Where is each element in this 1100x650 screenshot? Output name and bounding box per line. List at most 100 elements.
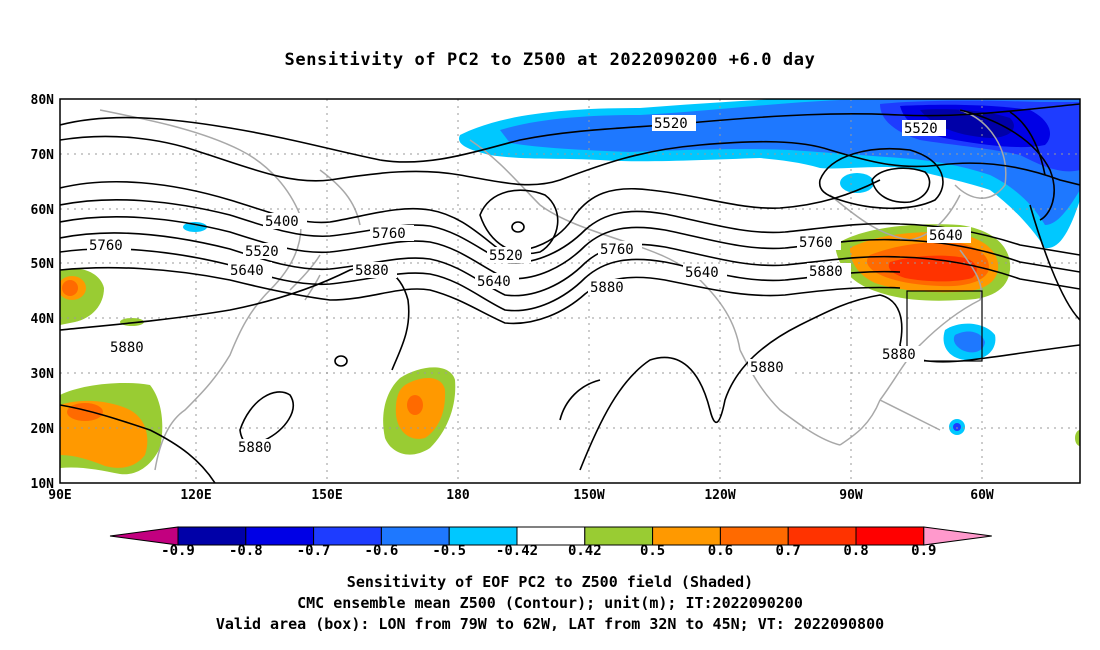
contour-label: 5760	[600, 242, 634, 258]
contour-line	[60, 266, 901, 325]
caption-line: Sensitivity of EOF PC2 to Z500 field (Sh…	[346, 573, 754, 591]
contour-label-bg	[263, 213, 307, 229]
contour-label-bg	[652, 115, 696, 131]
contour-line	[60, 266, 410, 371]
coastline-gulf	[839, 399, 941, 446]
contour-line	[959, 109, 1055, 221]
contour-label-bg	[683, 264, 727, 280]
lon-tick-label: 150E	[311, 488, 342, 503]
contour-line	[60, 215, 1080, 280]
colorbar-arrow-right	[923, 526, 992, 546]
colorbar-tick-label: 0.9	[911, 543, 937, 559]
colorbar-tick-label: -0.8	[228, 543, 263, 559]
positive-shading-asia-core	[67, 403, 103, 421]
contour-label: 5520	[904, 121, 938, 137]
contour-label-bg	[243, 243, 287, 259]
contour-label: 5640	[929, 228, 963, 244]
lon-tick-label: 90E	[48, 488, 71, 503]
lon-tick-label: 90W	[839, 488, 863, 503]
lon-tick-label: 60W	[970, 488, 994, 503]
contour-label-bg	[108, 339, 152, 355]
positive-shading-west-max	[62, 280, 78, 296]
coastline-asia	[99, 109, 302, 471]
contour-label-bg	[598, 241, 642, 257]
contour-label-bg	[902, 120, 946, 136]
lon-tick-label: 180	[446, 488, 470, 503]
contour-label: 5640	[477, 274, 511, 290]
contour-label-bg	[236, 439, 280, 455]
contour-label: 5880	[355, 263, 389, 279]
contour-label: 5880	[110, 340, 144, 356]
contour-label-bg	[807, 263, 851, 279]
contour-low	[334, 355, 348, 367]
contour-low	[818, 147, 944, 210]
captions: Sensitivity of EOF PC2 to Z500 field (Sh…	[0, 572, 1100, 635]
colorbar-labels: -0.9 -0.8 -0.7 -0.6 -0.5 -0.42 0.42 0.5 0.6 0.7 0.…	[0, 543, 1100, 563]
lat-tick-label: 20N	[31, 422, 55, 437]
positive-shading-pacific-core	[407, 395, 423, 415]
contour-label-bg	[475, 273, 519, 289]
contour-label: 5880	[750, 360, 784, 376]
lon-tick-label: 120W	[704, 488, 735, 503]
contour-line	[1009, 111, 1046, 176]
lon-tick-label: 150W	[573, 488, 604, 503]
contour-label-bg	[228, 262, 272, 278]
colorbar-tick-label: 0.8	[843, 543, 869, 559]
colorbar-tick-label: 0.42	[567, 543, 602, 559]
contour-label: 5760	[372, 226, 406, 242]
contour-line	[559, 379, 601, 421]
contour-label: 5520	[654, 116, 688, 132]
contour-label-bg	[370, 225, 414, 241]
contour-labels: 5520 5520 5400 5520 5640 5760 5880 5520 …	[87, 115, 971, 456]
contour-label-bg	[487, 247, 531, 263]
positive-shading-east-edge	[1075, 430, 1080, 446]
colorbar-tick-label: 0.5	[639, 543, 666, 559]
contour-line	[60, 404, 216, 483]
plot-frame	[59, 98, 1081, 484]
negative-shading-pacific	[183, 222, 207, 232]
colorbar-tick-label: -0.42	[495, 543, 539, 559]
lat-tick-label: 50N	[31, 257, 55, 272]
contour-label: 5880	[590, 280, 624, 296]
contour-label: 5880	[882, 347, 916, 363]
contour-label-bg	[748, 359, 792, 375]
contour-label-bg	[797, 234, 841, 250]
contour-label: 5520	[245, 244, 279, 260]
contour-label-bg	[353, 262, 397, 278]
colorbar-tick-label: 0.7	[775, 543, 801, 559]
lat-tick-label: 40N	[31, 312, 55, 327]
coastline-kamchatka	[319, 169, 361, 226]
lat-tick-label: 10N	[31, 477, 55, 492]
contour-label: 5640	[230, 263, 264, 279]
coastline-alaska	[469, 139, 741, 351]
coastlines	[99, 109, 1007, 471]
caption-line: Valid area (box): LON from 79W to 62W, L…	[215, 615, 885, 633]
negative-shading-small	[840, 173, 874, 193]
colorbar-tick-label: 0.6	[707, 543, 734, 559]
contour-line	[579, 294, 1080, 471]
colorbar-tick-label: -0.7	[296, 543, 331, 559]
negative-shading-atlantic-core	[953, 331, 985, 353]
contour-label-bg	[588, 279, 632, 295]
lat-tick-label: 30N	[31, 367, 55, 382]
contour-label: 5880	[238, 440, 272, 456]
contour-label-bg	[87, 237, 131, 253]
coastline-na-east	[879, 249, 982, 401]
contour-line	[60, 179, 881, 252]
colorbar-tick-label: -0.9	[161, 543, 195, 559]
axis-labels: 80N 70N 60N 50N 40N 30N 20N 10N 90E 120E…	[31, 93, 994, 503]
contour-line	[60, 135, 1080, 186]
contour-label: 5760	[799, 235, 833, 251]
contour-low	[511, 221, 525, 233]
contour-line	[1029, 204, 1080, 321]
lon-tick-label: 120E	[180, 488, 211, 503]
coastline-greenland	[954, 109, 1007, 199]
contour-low	[871, 167, 931, 204]
caption-line: CMC ensemble mean Z500 (Contour); unit(m…	[297, 594, 803, 612]
contour-low	[479, 189, 559, 255]
contour-line	[239, 391, 294, 446]
colorbar-tick-label: -0.6	[364, 543, 399, 559]
figure-title: Sensitivity of PC2 to Z500 at 2022090200…	[284, 50, 816, 70]
contour-label: 5760	[89, 238, 123, 254]
